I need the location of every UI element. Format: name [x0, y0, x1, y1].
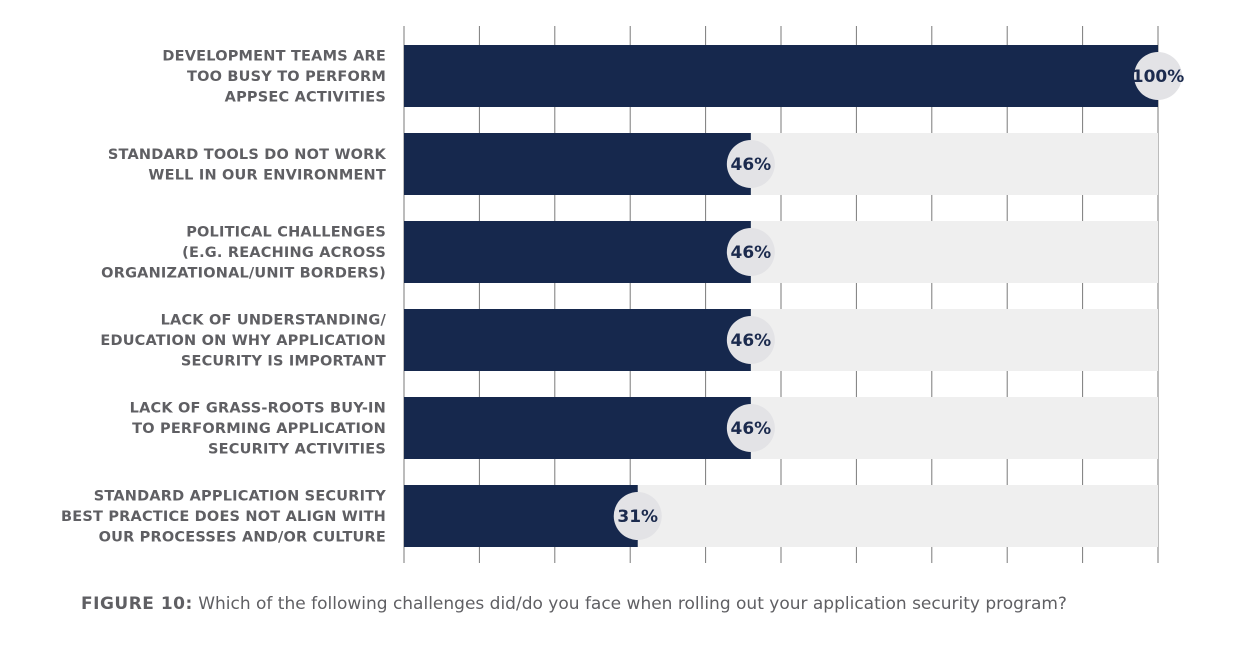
category-label-line: SECURITY IS IMPORTANT — [181, 354, 386, 370]
bar — [404, 45, 1158, 107]
category-label: LACK OF GRASS-ROOTS BUY-IN TO PERFORMING … — [130, 401, 386, 458]
bar — [404, 397, 751, 459]
value-label: 31% — [617, 507, 658, 527]
value-badge — [726, 316, 775, 364]
value-badge — [1134, 52, 1182, 100]
category-label-line: LACK OF GRASS-ROOTS BUY-IN — [130, 401, 386, 417]
category-label-line: ORGANIZATIONAL/UNIT BORDERS) — [101, 266, 386, 282]
category-label-line: APPSEC ACTIVITIES — [225, 90, 386, 106]
bar — [404, 485, 638, 547]
category-label-line: STANDARD TOOLS DO NOT WORK — [108, 147, 387, 163]
value-badge — [726, 140, 775, 188]
category-label-line: TO PERFORMING APPLICATION — [132, 421, 386, 437]
category-label-line: OUR PROCESSES AND/OR CULTURE — [99, 530, 386, 546]
value-label: 46% — [730, 419, 771, 439]
category-labels: DEVELOPMENT TEAMS ARE TOO BUSY TO PERFORM… — [61, 49, 387, 546]
bars — [404, 45, 1158, 547]
bar — [404, 309, 751, 371]
category-label-line: WELL IN OUR ENVIRONMENT — [148, 167, 386, 183]
value-label: 46% — [730, 155, 771, 175]
category-label-line: STANDARD APPLICATION SECURITY — [94, 489, 387, 505]
category-label-line: LACK OF UNDERSTANDING/ — [161, 313, 387, 329]
category-label-line: BEST PRACTICE DOES NOT ALIGN WITH — [61, 509, 386, 525]
bar-chart: 100% 46% 46% 46% 46% 31% DEVELOPMENT TEAMS AR… — [61, 26, 1185, 563]
bar — [404, 221, 751, 283]
value-badges: 100% 46% 46% 46% 46% 31% — [613, 52, 1185, 540]
category-label-line: (E.G. REACHING ACROSS — [182, 245, 386, 261]
category-label-line: TOO BUSY TO PERFORM — [187, 69, 386, 85]
value-label: 100% — [1132, 67, 1185, 87]
category-label: DEVELOPMENT TEAMS ARE TOO BUSY TO PERFORM… — [162, 49, 386, 106]
category-label: LACK OF UNDERSTANDING/EDUCATION ON WHY A… — [100, 313, 386, 370]
category-label-line: POLITICAL CHALLENGES — [186, 225, 386, 241]
bar — [404, 133, 751, 195]
category-label: STANDARD APPLICATION SECURITY BEST PRACTI… — [61, 489, 386, 546]
grid-lines — [403, 26, 1159, 563]
category-label: POLITICAL CHALLENGES (E.G. REACHING ACROS… — [101, 225, 386, 282]
figure-caption-text: Which of the following challenges did/do… — [198, 594, 1067, 614]
value-badge — [726, 228, 775, 276]
category-label-line: EDUCATION ON WHY APPLICATION — [100, 333, 386, 349]
figure-number: FIGURE 10: — [81, 594, 193, 614]
category-label-line: DEVELOPMENT TEAMS ARE — [162, 49, 386, 65]
figure-caption: FIGURE 10: Which of the following challe… — [81, 594, 1067, 614]
value-label: 46% — [730, 243, 771, 263]
value-label: 46% — [730, 331, 771, 351]
value-badge — [613, 492, 662, 540]
value-badge — [726, 404, 775, 452]
category-label: STANDARD TOOLS DO NOT WORK WELL IN OUR EN… — [108, 147, 387, 184]
category-label-line: SECURITY ACTIVITIES — [208, 442, 386, 458]
